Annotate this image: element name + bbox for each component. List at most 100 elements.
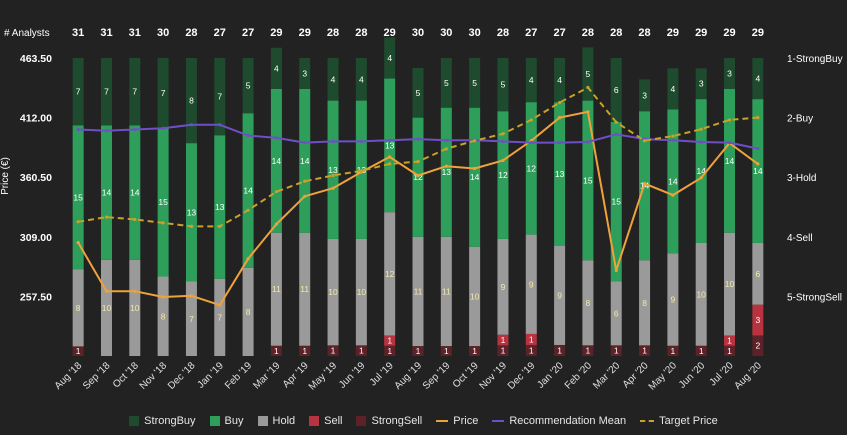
bar-value-label: 5 [416,88,421,98]
point-price [76,240,80,245]
bar-value-label: 1 [76,346,81,356]
bar-segment-hold [554,245,566,345]
legend-label-sell: Sell [324,415,343,427]
legend-label-strongsell: StrongSell [371,415,423,427]
point-target-price [529,118,533,122]
legend-label-hold: Hold [272,415,296,427]
analyst-count-label: 28 [582,27,594,39]
legend-swatch-target-price [640,420,655,422]
rating-tick-label: 5-StrongSell [787,292,842,303]
point-target-price [331,173,335,178]
bar-value-label: 4 [359,74,364,84]
bar-segment-strongbuy [327,58,339,101]
point-price [303,194,307,198]
y-tick-label: 360.50 [20,172,52,184]
bar-value-label: 1 [586,346,591,356]
x-tick-label: Feb '20 [563,360,594,391]
point-recommendation-mean [416,137,420,141]
bar-segment-strongsell [412,346,424,356]
x-tick-label: May '20 [647,360,680,393]
bar-segment-strongbuy [299,58,311,89]
bar-value-label: 13 [385,140,395,150]
bar-value-label: 3 [699,79,704,89]
legend-item-strongbuy[interactable]: StrongBuy [129,413,196,429]
x-tick-label: Oct '19 [451,360,481,390]
bar-value-label: 14 [753,166,763,176]
bar-value-label: 4 [755,74,760,84]
bar-value-label: 15 [73,192,83,202]
bar-value-label: 10 [725,279,735,289]
bar-segment-hold [214,278,226,356]
legend-swatch-strongsell [356,416,367,426]
bar-value-label: 7 [189,314,194,324]
bar-value-label: 6 [614,85,619,95]
legend-item-price[interactable]: Price [436,413,478,429]
bar-segment-strongbuy [582,47,594,101]
bar-segment-buy [752,99,764,243]
bar-value-label: 13 [328,165,338,175]
bar-segment-strongsell [384,345,396,356]
analyst-count-label: 31 [100,27,112,39]
y-tick-label: 309.00 [20,232,52,244]
bar-value-label: 7 [217,312,222,322]
bar-segment-strongbuy [610,58,622,122]
bar-segment-buy [469,107,481,247]
x-tick-label: May '19 [307,360,340,393]
analyst-count-label: 29 [667,27,679,39]
point-price [699,176,703,180]
analyst-count-label: 30 [157,27,169,39]
x-tick-label: Jan '20 [535,360,566,391]
bar-value-label: 10 [470,291,480,301]
analyst-count-label: 28 [610,27,622,39]
bar-value-label: 6 [755,269,760,279]
y-axis-ticks: 463.50 412.00 360.50 309.00 257.50 [20,53,52,303]
point-recommendation-mean [274,136,278,140]
point-price [274,222,278,226]
legend-item-sell[interactable]: Sell [309,413,342,429]
legend-item-buy[interactable]: Buy [209,413,244,429]
bar-segment-hold [242,267,254,356]
bar-segment-sell [525,333,537,345]
bar-value-label: 8 [246,307,251,317]
bar-segment-buy [157,127,169,277]
bar-value-label: 3 [727,68,732,78]
bar-segment-sell [384,335,396,346]
bar-segment-strongsell [695,345,707,356]
bar-segment-strongsell [582,345,594,356]
point-target-price [388,162,392,166]
legend-item-hold[interactable]: Hold [257,413,296,429]
bar-value-label: 9 [529,279,534,289]
bar-value-label: 5 [444,78,449,88]
bar-segment-strongsell [525,344,537,356]
point-price [671,193,675,197]
point-recommendation-mean [133,127,137,132]
analyst-count-label: 29 [695,27,707,39]
point-recommendation-mean [189,123,194,127]
bar-segment-strongsell [469,346,481,356]
rating-tick-label: 4-Sell [787,233,813,244]
bar-segment-hold [185,281,197,356]
bar-segment-buy [72,125,84,270]
point-recommendation-mean [699,140,703,144]
bar-value-label: 3 [755,315,760,325]
rating-tick-label: 2-Buy [787,114,813,125]
legend-item-strongsell[interactable]: StrongSell [356,413,422,429]
legend-item-recommendation-mean[interactable]: Recommendation Mean [492,413,626,429]
bar-value-label: 14 [300,156,310,166]
legend-item-target-price[interactable]: Target Price [640,413,718,429]
analyst-count-label: 30 [440,27,452,39]
bar-value-label: 1 [642,346,647,356]
bar-value-label: 9 [501,282,506,292]
bar-segment-hold [384,212,396,336]
x-tick-label: Mar '20 [591,360,622,391]
x-tick-label: Jun '19 [337,360,368,391]
bar-segment-strongbuy [242,58,254,114]
point-recommendation-mean [529,141,533,145]
legend-label-target-price: Target Price [659,415,718,427]
legend-label-strongbuy: StrongBuy [144,415,196,427]
bar-value-label: 9 [557,290,562,300]
point-target-price [501,132,505,136]
bar-segment-hold [724,232,736,336]
bar-segment-strongbuy [752,58,764,100]
bar-value-label: 9 [671,294,676,304]
